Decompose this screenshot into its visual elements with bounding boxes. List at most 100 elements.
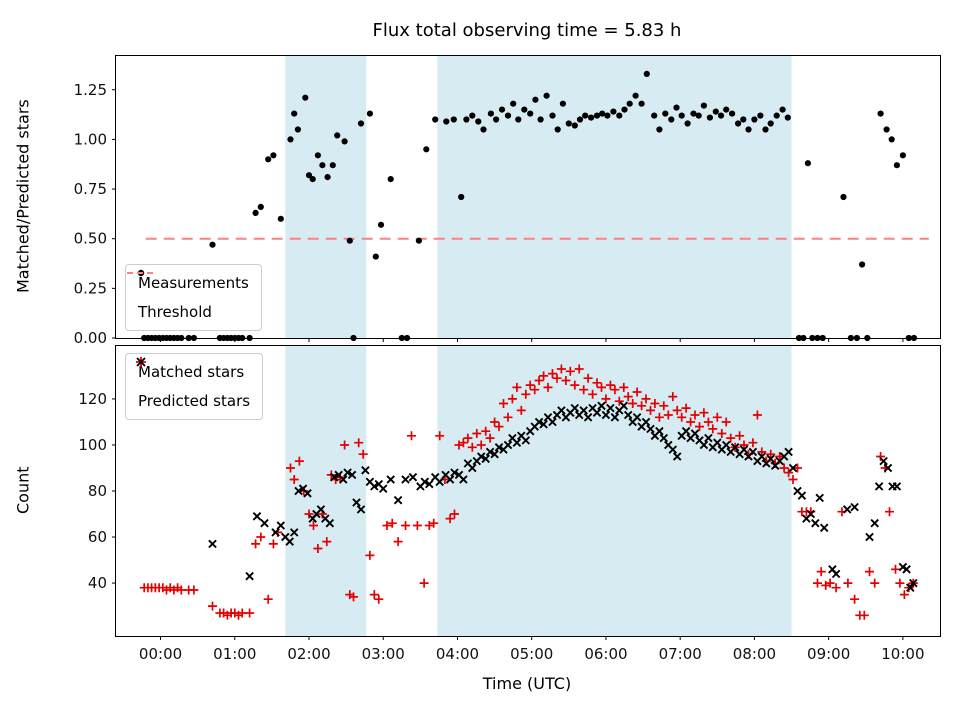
predicted-point [548, 417, 557, 427]
matched-point [490, 417, 500, 427]
matched-point [788, 475, 798, 484]
predicted-point [557, 406, 566, 415]
predicted-point [879, 456, 888, 466]
measurement-point [257, 203, 264, 210]
predicted-point [757, 452, 767, 461]
matched-point [503, 412, 513, 422]
predicted-point [260, 518, 269, 528]
count-plot-area: 00:00 01:00 02:00 03:00 04:00 05:00 06:00 07:00… [78, 346, 925, 663]
y-tick-label: 1.25 [74, 81, 107, 99]
measurement-point [475, 118, 482, 125]
matched-point [663, 410, 673, 420]
measurement-point [350, 334, 357, 342]
legend-item-predicted-stars: Predicted stars [136, 357, 251, 412]
predicted-point [521, 436, 531, 445]
matched-point [885, 507, 894, 517]
measurement-point [668, 116, 675, 123]
predicted-point [294, 486, 303, 496]
measurement-point [888, 136, 895, 143]
x-tick-label: 07:00 [659, 645, 702, 663]
predicted-point [393, 495, 403, 505]
matched-point [579, 385, 589, 395]
measurement-point [185, 334, 192, 342]
matched-point [695, 422, 704, 432]
matched-point [686, 417, 696, 427]
matched-point [605, 380, 615, 390]
measurement-point [398, 334, 405, 342]
measurement-point [883, 126, 890, 133]
y-tick-label: 100 [78, 436, 107, 454]
matched-point [597, 382, 606, 392]
predicted-point [606, 403, 615, 413]
predicted-point [883, 463, 893, 473]
matched-point [309, 521, 318, 530]
predicted-point [534, 417, 544, 427]
matched-point [208, 601, 217, 611]
measurement-point [853, 334, 861, 342]
matched-point [779, 463, 789, 473]
matched-point [681, 403, 691, 413]
measurement-point [469, 112, 476, 119]
bottom-legend: Matched stars Predicted stars [125, 353, 264, 420]
matched-point [677, 412, 687, 422]
matched-point [245, 608, 255, 618]
matched-point [435, 431, 445, 441]
matched-point [358, 449, 368, 459]
matched-point [637, 401, 647, 411]
x-tick-label: 06:00 [584, 645, 627, 663]
y-tick-label: 0.75 [74, 180, 107, 198]
measurement-point [537, 116, 544, 123]
measurement-point [432, 116, 439, 123]
predicted-point [632, 413, 642, 422]
measurement-point [712, 108, 719, 115]
matched-point [419, 578, 429, 588]
measurement-point [294, 126, 301, 133]
measurement-point [291, 110, 298, 117]
x-tick-label: 02:00 [287, 645, 330, 663]
y-tick-label: 120 [78, 390, 107, 408]
measurement-point [809, 334, 816, 342]
matched-point [668, 392, 678, 402]
measurement-point [270, 152, 277, 159]
matched-point [659, 401, 669, 411]
shaded-region [437, 346, 792, 636]
measurement-point [357, 120, 365, 127]
predicted-point [831, 569, 841, 579]
x-tick-label: 05:00 [510, 645, 553, 663]
matched-point [721, 417, 731, 427]
bottom-y-axis-label: Count [13, 466, 33, 514]
matched-point [476, 440, 486, 450]
predicted-point [271, 528, 280, 537]
matched-point [726, 433, 736, 443]
measurement-point [673, 104, 680, 111]
measurement-point [643, 70, 650, 77]
predicted-point [739, 445, 749, 454]
legend-label-predicted-stars: Predicted stars [138, 392, 251, 410]
measurement-point [305, 172, 313, 179]
matched-point [286, 463, 295, 473]
matched-point [610, 385, 620, 395]
matched-point [412, 521, 422, 530]
measurement-point [762, 126, 769, 133]
measurement-point [616, 112, 623, 119]
measurement-point [252, 209, 259, 216]
predicted-x-icon [136, 357, 146, 367]
predicted-point [325, 518, 335, 528]
threshold-dashed-line-icon [127, 272, 155, 274]
measurement-point [751, 116, 758, 123]
matched-point [424, 521, 434, 530]
shaded-region [437, 56, 792, 338]
legend-label-threshold: Threshold [138, 303, 212, 321]
predicted-point [797, 491, 807, 500]
matched-point [485, 433, 495, 443]
measurement-point [565, 120, 572, 127]
matched-point [322, 537, 332, 547]
predicted-point [811, 518, 820, 528]
matched-point [583, 373, 593, 383]
predicted-point [766, 454, 775, 464]
measurement-point [493, 116, 500, 123]
matched-point [467, 442, 477, 452]
predicted-point [435, 477, 444, 487]
matched-point [813, 578, 822, 588]
predicted-point [601, 410, 611, 420]
